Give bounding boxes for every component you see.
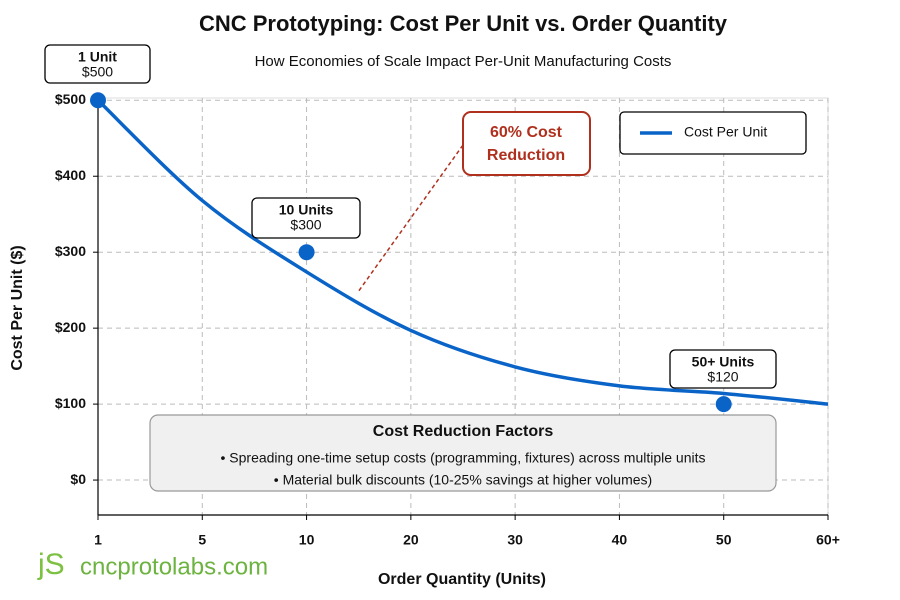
point <box>715 396 732 413</box>
annotation-box <box>669 349 777 389</box>
x-tick-label: 30 <box>507 532 523 548</box>
info-line: • Material bulk discounts (10-25% saving… <box>274 472 652 488</box>
series-line <box>96 99 829 406</box>
logo-mark: jS <box>37 548 65 581</box>
logo-text: cncprotolabs.com <box>80 553 268 580</box>
y-tick-label: $100 <box>55 395 86 411</box>
annotation-box <box>251 197 361 239</box>
info-box <box>149 414 777 492</box>
annotation-text: $500 <box>82 64 113 80</box>
callout-text: 60% Cost <box>490 124 563 141</box>
annotation-box <box>44 44 151 84</box>
callout-box <box>462 111 591 176</box>
annotation-title: 50+ Units <box>692 354 755 370</box>
legend-label: Cost Per Unit <box>684 124 767 140</box>
y-tick-label: $500 <box>55 91 86 107</box>
y-tick-label: $300 <box>55 243 86 259</box>
chart-subtitle: How Economies of Scale Impact Per-Unit M… <box>255 53 672 70</box>
point <box>90 92 106 109</box>
chart-title: CNC Prototyping: Cost Per Unit vs. Order… <box>199 11 728 36</box>
annotation-title: 1 Unit <box>78 49 117 65</box>
y-axis-label: Cost Per Unit ($) <box>9 245 26 370</box>
x-tick-label: 1 <box>94 532 102 548</box>
callout-text: Reduction <box>487 147 565 164</box>
info-line: • Spreading one-time setup costs (progra… <box>221 450 706 466</box>
legend-box <box>619 111 807 155</box>
x-axis-label: Order Quantity (Units) <box>378 571 546 588</box>
callout-leader <box>357 144 464 293</box>
annotation-text: $300 <box>290 217 321 233</box>
x-tick-label: 40 <box>612 532 628 548</box>
y-tick-label: $0 <box>70 471 86 487</box>
point <box>298 244 315 261</box>
x-tick-label: 60+ <box>816 532 840 548</box>
x-tick-label: 20 <box>403 532 419 548</box>
y-tick-label: $400 <box>55 167 86 183</box>
annotation-text: $120 <box>707 369 738 385</box>
x-tick-label: 10 <box>299 532 315 548</box>
y-tick-label: $200 <box>55 319 86 335</box>
x-tick-label: 50 <box>716 532 732 548</box>
x-tick-label: 5 <box>198 532 206 548</box>
annotation-title: 10 Units <box>279 202 334 218</box>
info-title: Cost Reduction Factors <box>373 423 554 440</box>
